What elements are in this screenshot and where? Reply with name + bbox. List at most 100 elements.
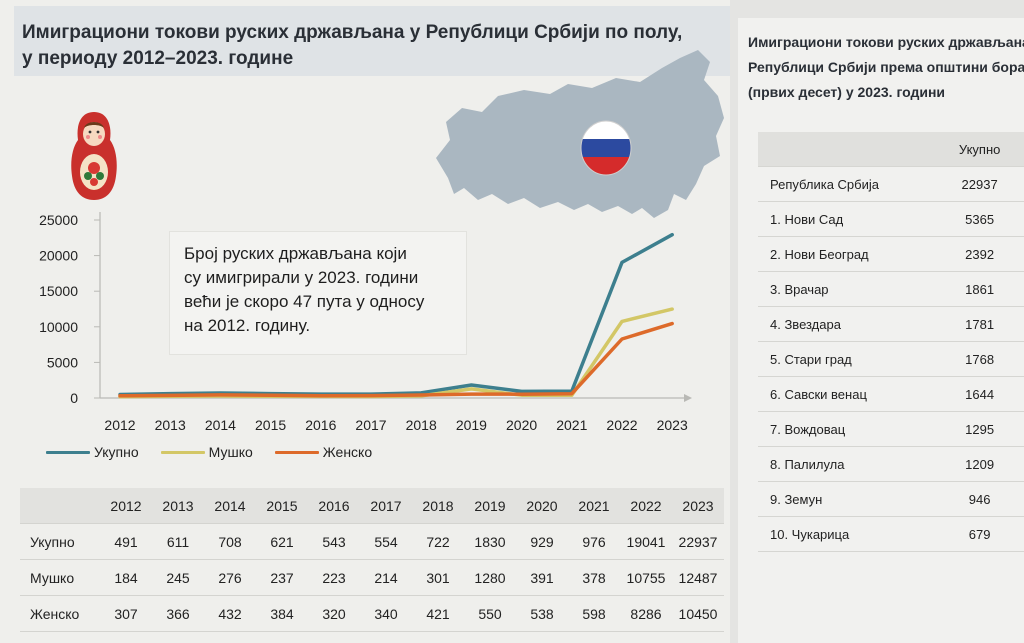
data-table-cell: 621 (256, 523, 308, 560)
municipality-name: 1. Нови Сад (758, 201, 936, 237)
data-table-cell: 184 (100, 559, 152, 596)
x-tick-label: 2013 (155, 417, 186, 433)
data-table-row: Мушко 184 245 276 237 223 214 301 1280 391 378 1075… (20, 559, 724, 596)
municipality-name: 10. Чукарица (758, 516, 936, 552)
municipality-row: 8. Палилула 1209 (758, 446, 1024, 482)
legend-label-total: Укупно (94, 444, 139, 460)
x-tick-label: 2015 (255, 417, 286, 433)
data-table-year-header: 2018 (412, 488, 464, 524)
data-table-year-header: 2023 (672, 488, 724, 524)
data-table-year-header: 2012 (100, 488, 152, 524)
municipality-header-row: Укупно (758, 132, 1024, 167)
municipality-value: 1768 (935, 341, 1024, 377)
data-table-cell: 391 (516, 559, 568, 596)
municipality-row: 4. Звездара 1781 (758, 306, 1024, 342)
municipality-row: Република Србија 22937 (758, 166, 1024, 202)
municipality-row: 2. Нови Београд 2392 (758, 236, 1024, 272)
municipality-row: 6. Савски венац 1644 (758, 376, 1024, 412)
y-tick-label: 0 (70, 390, 78, 406)
russian-flag-icon (580, 120, 632, 176)
municipality-value: 1781 (935, 306, 1024, 342)
y-tick-label: 5000 (47, 354, 78, 370)
municipality-value: 679 (935, 516, 1024, 552)
municipality-name: 7. Вождовац (758, 411, 936, 447)
municipality-row: 7. Вождовац 1295 (758, 411, 1024, 447)
series-line-total (118, 232, 674, 397)
left-panel: Имиграциони токови руских држављана у Ре… (0, 0, 730, 643)
y-tick-label: 10000 (39, 319, 78, 335)
x-tick-label: 2023 (657, 417, 688, 433)
data-table-cell: 491 (100, 523, 152, 560)
data-table-cell: 976 (568, 523, 620, 560)
chart-legend: Укупно Мушко Женско (46, 444, 372, 460)
data-table-cell: 722 (412, 523, 464, 560)
x-tick-label: 2021 (556, 417, 587, 433)
municipality-header-name (758, 132, 936, 167)
callout-line-3: већи је скоро 47 пута у односу (184, 292, 425, 311)
data-table-cell: 554 (360, 523, 412, 560)
data-table-cell: 421 (412, 595, 464, 632)
data-table-cell: 214 (360, 559, 412, 596)
municipality-value: 2392 (935, 236, 1024, 272)
data-table-row-label: Укупно (20, 523, 100, 560)
data-table-cell: 10755 (620, 559, 672, 596)
x-tick-label: 2016 (305, 417, 336, 433)
municipality-header-total: Укупно (935, 132, 1024, 167)
data-table-cell: 1280 (464, 559, 516, 596)
side-title: Имиграциони токови руских држављана у Ре… (748, 30, 1024, 105)
x-tick-label: 2022 (606, 417, 637, 433)
municipality-row: 1. Нови Сад 5365 (758, 201, 1024, 237)
x-tick-label: 2020 (506, 417, 537, 433)
data-table-year-header: 2016 (308, 488, 360, 524)
title-bar (14, 6, 730, 76)
data-table-cell: 10450 (672, 595, 724, 632)
municipality-value: 1644 (935, 376, 1024, 412)
municipality-table: Укупно Република Србија 22937 1. Нови Сад 5… (758, 132, 1024, 552)
data-table-cell: 378 (568, 559, 620, 596)
data-table-cell: 8286 (620, 595, 672, 632)
callout-line-1: Број руских држављана који (184, 244, 407, 263)
municipality-row: 10. Чукарица 679 (758, 516, 1024, 552)
callout-line-4: на 2012. годину. (184, 316, 311, 335)
municipality-name: 6. Савски венац (758, 376, 936, 412)
russia-map-icon (436, 50, 724, 218)
data-table-year-header: 2021 (568, 488, 620, 524)
chart-title-line-1: Имиграциони токови руских држављана у Ре… (22, 22, 683, 43)
right-panel: Имиграциони токови руских држављана у Ре… (738, 18, 1024, 643)
data-table-year-header: 2022 (620, 488, 672, 524)
data-table-cell: 307 (100, 595, 152, 632)
y-tick-label: 15000 (39, 283, 78, 299)
side-title-line-1: Имиграциони токови руских држављана у (748, 34, 1024, 50)
municipality-name: Република Србија (758, 166, 936, 202)
data-table-cell: 245 (152, 559, 204, 596)
legend-swatch-male (160, 450, 205, 454)
data-table-cell: 708 (204, 523, 256, 560)
x-axis-arrow (684, 394, 692, 402)
data-table-cell: 223 (308, 559, 360, 596)
data-table: 2012 2013 2014 2015 2016 2017 2018 2019 2020 2021… (20, 488, 724, 632)
municipality-row: 9. Земун 946 (758, 481, 1024, 517)
x-tick-label: 2019 (456, 417, 487, 433)
matryoshka-doll-icon (71, 112, 117, 200)
legend-swatch-total (46, 450, 90, 454)
legend-label-female: Женско (322, 444, 373, 460)
data-table-header-row: 2012 2013 2014 2015 2016 2017 2018 2019 2020 2021… (20, 488, 724, 524)
data-table-row: Укупно 491 611 708 621 543 554 722 1830 929 976 190… (20, 523, 724, 560)
data-table-cell: 22937 (672, 523, 724, 560)
municipality-name: 2. Нови Београд (758, 236, 936, 272)
series-line-female (118, 321, 674, 398)
data-table-year-header: 2020 (516, 488, 568, 524)
data-table-cell: 543 (308, 523, 360, 560)
municipality-name: 5. Стари град (758, 341, 936, 377)
municipality-value: 1295 (935, 411, 1024, 447)
municipality-name: 9. Земун (758, 481, 936, 517)
data-table-year-header: 2019 (464, 488, 516, 524)
data-table-cell: 301 (412, 559, 464, 596)
data-table-year-header: 2014 (204, 488, 256, 524)
municipality-name: 3. Врачар (758, 271, 936, 307)
data-table-year-header: 2015 (256, 488, 308, 524)
municipality-row: 5. Стари град 1768 (758, 341, 1024, 377)
legend-label-male: Мушко (208, 444, 253, 460)
municipality-name: 4. Звездара (758, 306, 936, 342)
data-table-year-header: 2013 (152, 488, 204, 524)
